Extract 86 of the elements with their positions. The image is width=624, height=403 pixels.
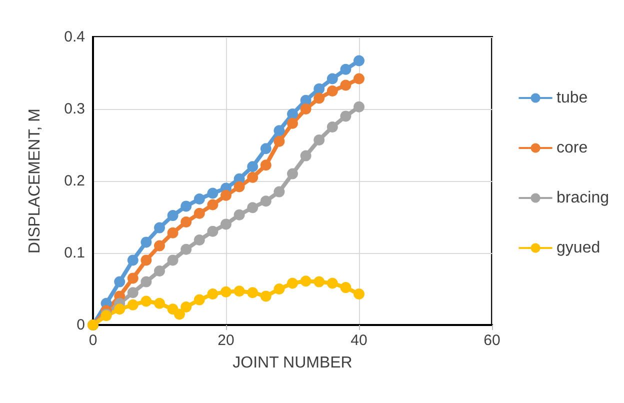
- legend-label: tube: [556, 90, 588, 106]
- point: [340, 64, 352, 75]
- point: [287, 278, 298, 289]
- point: [167, 210, 178, 222]
- point: [326, 122, 338, 132]
- point: [300, 104, 312, 114]
- point: [247, 202, 258, 214]
- point: [167, 227, 178, 238]
- point: [234, 209, 245, 220]
- point: [127, 254, 138, 266]
- point: [220, 218, 232, 230]
- y-tick-label: 0.3: [64, 100, 85, 118]
- point: [154, 298, 165, 309]
- y-tick-label: 0: [76, 316, 85, 334]
- point: [340, 282, 352, 294]
- point: [180, 244, 192, 255]
- point: [220, 190, 232, 201]
- x-tick-label: 0: [88, 332, 98, 349]
- point: [326, 278, 338, 289]
- point: [127, 272, 138, 284]
- point: [287, 168, 298, 180]
- point: [154, 266, 165, 276]
- point: [354, 288, 364, 300]
- point: [260, 143, 272, 154]
- y-tick-label: 0.2: [64, 172, 85, 190]
- point: [326, 73, 338, 84]
- point: [247, 161, 258, 172]
- x-tick-label: 20: [218, 332, 234, 349]
- point: [140, 296, 152, 307]
- point: [340, 110, 352, 122]
- point: [354, 55, 364, 66]
- point: [234, 286, 245, 297]
- point: [207, 226, 218, 237]
- point: [154, 240, 165, 252]
- point: [300, 150, 312, 162]
- point: [220, 286, 232, 298]
- y-axis-title: DISPLACEMENT, M: [26, 108, 44, 254]
- point: [114, 276, 126, 288]
- point: [274, 125, 285, 136]
- point: [260, 290, 272, 302]
- legend-label: gyued: [556, 240, 600, 256]
- point: [274, 284, 285, 294]
- point: [234, 181, 245, 192]
- point: [207, 199, 218, 210]
- legend-label: core: [556, 140, 588, 156]
- point: [154, 222, 165, 234]
- point: [354, 73, 364, 84]
- point: [194, 234, 205, 246]
- point: [274, 136, 285, 147]
- point: [340, 80, 352, 91]
- point: [247, 287, 258, 298]
- point: [314, 276, 325, 288]
- point: [207, 188, 218, 199]
- point: [354, 101, 364, 112]
- point: [314, 83, 325, 94]
- point: [140, 236, 152, 248]
- point: [140, 276, 152, 288]
- y-tick-label: 0.4: [64, 28, 85, 46]
- point: [180, 200, 192, 212]
- point: [194, 294, 205, 306]
- point: [194, 208, 205, 219]
- x-tick-label: 60: [484, 332, 500, 349]
- point: [114, 304, 126, 315]
- x-tick-label: 40: [350, 332, 368, 349]
- point: [300, 276, 312, 287]
- point: [127, 299, 138, 310]
- point: [287, 108, 298, 120]
- point: [247, 172, 258, 183]
- point: [207, 288, 218, 300]
- point: [180, 302, 192, 312]
- point: [180, 216, 192, 228]
- point: [287, 118, 298, 129]
- point: [314, 92, 325, 104]
- x-axis-title: JOINT NUMBER: [232, 354, 352, 372]
- point: [260, 160, 272, 171]
- point: [326, 86, 338, 96]
- point: [174, 308, 185, 320]
- point: [274, 186, 285, 198]
- point: [140, 254, 152, 266]
- point: [260, 196, 272, 207]
- point: [167, 254, 178, 266]
- point: [127, 287, 138, 298]
- point: [194, 194, 205, 204]
- y-tick-label: 0.1: [64, 244, 85, 262]
- point: [314, 134, 325, 146]
- legend-label: bracing: [556, 190, 610, 206]
